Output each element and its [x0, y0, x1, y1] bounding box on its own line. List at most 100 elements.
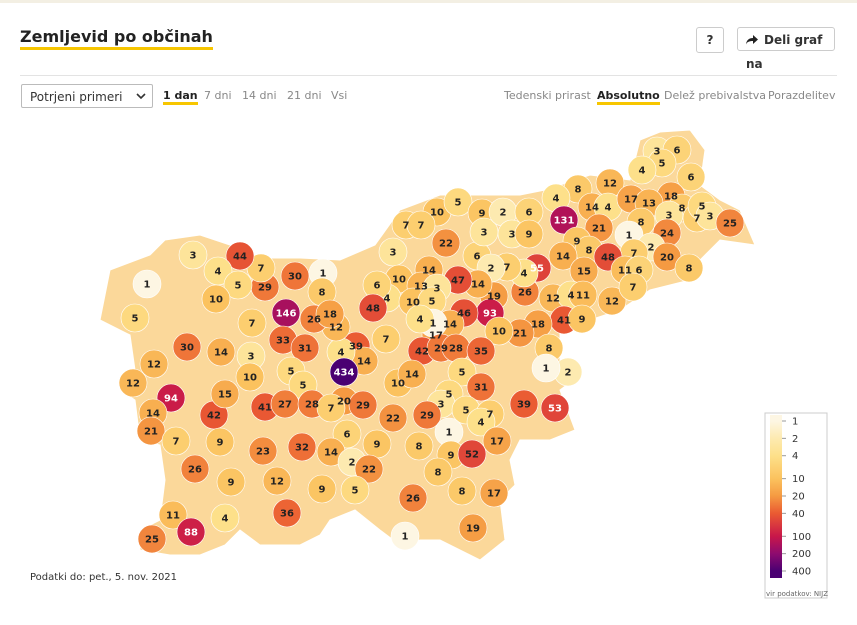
municipality-value: 11	[576, 291, 590, 302]
municipality-value: 3	[509, 230, 516, 241]
tab[interactable]: Absolutno	[597, 89, 660, 105]
municipality-value: 8	[435, 468, 442, 479]
municipality	[540, 393, 570, 423]
share-label: Deli graf na	[746, 33, 823, 71]
share-button[interactable]: Deli graf na	[737, 27, 835, 71]
municipality	[354, 454, 384, 484]
legend-tick-label: 2	[792, 434, 798, 445]
municipality-value: 26	[406, 494, 420, 505]
municipality	[225, 241, 255, 271]
dropdown[interactable]: Potrjeni primeri	[21, 84, 153, 108]
municipality	[484, 316, 514, 346]
municipality	[423, 457, 453, 487]
tab[interactable]: 1 dan	[163, 89, 198, 105]
municipality	[447, 476, 477, 506]
municipality-value: 10	[430, 208, 444, 219]
tab[interactable]: 21 dni	[287, 89, 322, 102]
legend-tick-label: 400	[792, 567, 811, 578]
municipality	[136, 416, 166, 446]
municipality-value: 5	[300, 381, 307, 392]
municipality-value: 19	[466, 524, 480, 535]
municipality-value: 24	[660, 229, 674, 240]
municipality-value: 3	[666, 211, 673, 222]
municipality	[466, 336, 496, 366]
tab[interactable]: 7 dni	[204, 89, 232, 102]
municipality-value: 9	[574, 237, 581, 248]
municipality	[378, 237, 408, 267]
municipality	[397, 359, 427, 389]
municipality	[371, 324, 401, 354]
municipality-value: 30	[180, 343, 194, 354]
municipality-value: 2	[488, 264, 495, 275]
municipality	[118, 368, 148, 398]
municipality	[176, 517, 206, 547]
municipality-value: 14	[443, 320, 457, 331]
municipality	[235, 362, 265, 392]
municipality	[715, 208, 745, 238]
municipality-value: 29	[434, 344, 448, 355]
municipality-value: 27	[278, 400, 292, 411]
municipality-value: 1	[402, 532, 409, 543]
municipality	[398, 483, 428, 513]
municipality-value: 5	[235, 281, 242, 292]
municipality-value: 6	[688, 173, 695, 184]
legend-tick-label: 1	[792, 417, 798, 428]
municipality-value: 42	[207, 411, 221, 422]
municipality-value: 4	[605, 203, 612, 214]
help-button[interactable]: ?	[696, 27, 724, 53]
tab[interactable]: Tedenski prirast	[504, 89, 591, 102]
municipality-value: 93	[483, 309, 497, 320]
municipality-value: 9	[228, 478, 235, 489]
dropdown-arrow	[136, 93, 146, 100]
municipality-value: 10	[391, 379, 405, 390]
municipality-value: 48	[601, 253, 615, 264]
municipality-value: 9	[579, 315, 586, 326]
municipality	[158, 500, 188, 530]
municipality-value: 5	[429, 297, 436, 308]
municipality-value: 17	[490, 437, 504, 448]
municipality-value: 4	[639, 166, 646, 177]
municipality	[458, 513, 488, 543]
municipality-value: 6	[374, 281, 381, 292]
legend-scale	[770, 415, 782, 578]
municipality-value: 1	[543, 364, 550, 375]
municipality-value: 146	[276, 309, 297, 320]
dropdown-label: Potrjeni primeri	[30, 90, 123, 104]
municipality-value: 4	[521, 269, 528, 280]
municipality-value: 3	[390, 248, 397, 259]
municipality-value: 14	[471, 280, 485, 291]
municipality	[405, 304, 435, 334]
municipality	[466, 372, 496, 402]
municipality-value: 8	[575, 185, 582, 196]
municipality-value: 21	[144, 427, 158, 438]
tab[interactable]: Porazdelitev	[768, 89, 836, 102]
municipality-value: 3	[654, 147, 661, 158]
municipality-value: 21	[592, 224, 606, 235]
municipality-value: 26	[518, 288, 532, 299]
municipality-value: 14	[422, 266, 436, 277]
municipality-value: 14	[324, 448, 338, 459]
municipality	[597, 286, 627, 316]
municipality-value: 12	[126, 379, 140, 390]
municipality-value: 28	[305, 400, 319, 411]
municipality-value: 28	[449, 344, 463, 355]
municipality	[307, 474, 337, 504]
municipality-value: 8	[679, 204, 686, 215]
municipality-value: 9	[526, 230, 533, 241]
municipality-value: 1	[320, 269, 327, 280]
municipality-value: 20	[660, 253, 674, 264]
tab[interactable]: 14 dni	[242, 89, 277, 102]
municipality-value: 12	[270, 477, 284, 488]
municipality-value: 94	[164, 394, 178, 405]
municipality	[443, 187, 473, 217]
municipality	[216, 467, 246, 497]
municipality	[412, 400, 442, 430]
tab[interactable]: Delež prebivalstva	[664, 89, 767, 102]
municipality	[172, 332, 202, 362]
municipality	[509, 389, 539, 419]
municipality-value: 18	[531, 320, 545, 331]
tab[interactable]: Vsi	[331, 89, 348, 102]
municipality	[531, 353, 561, 383]
municipality	[514, 219, 544, 249]
municipality-value: 25	[723, 219, 737, 230]
